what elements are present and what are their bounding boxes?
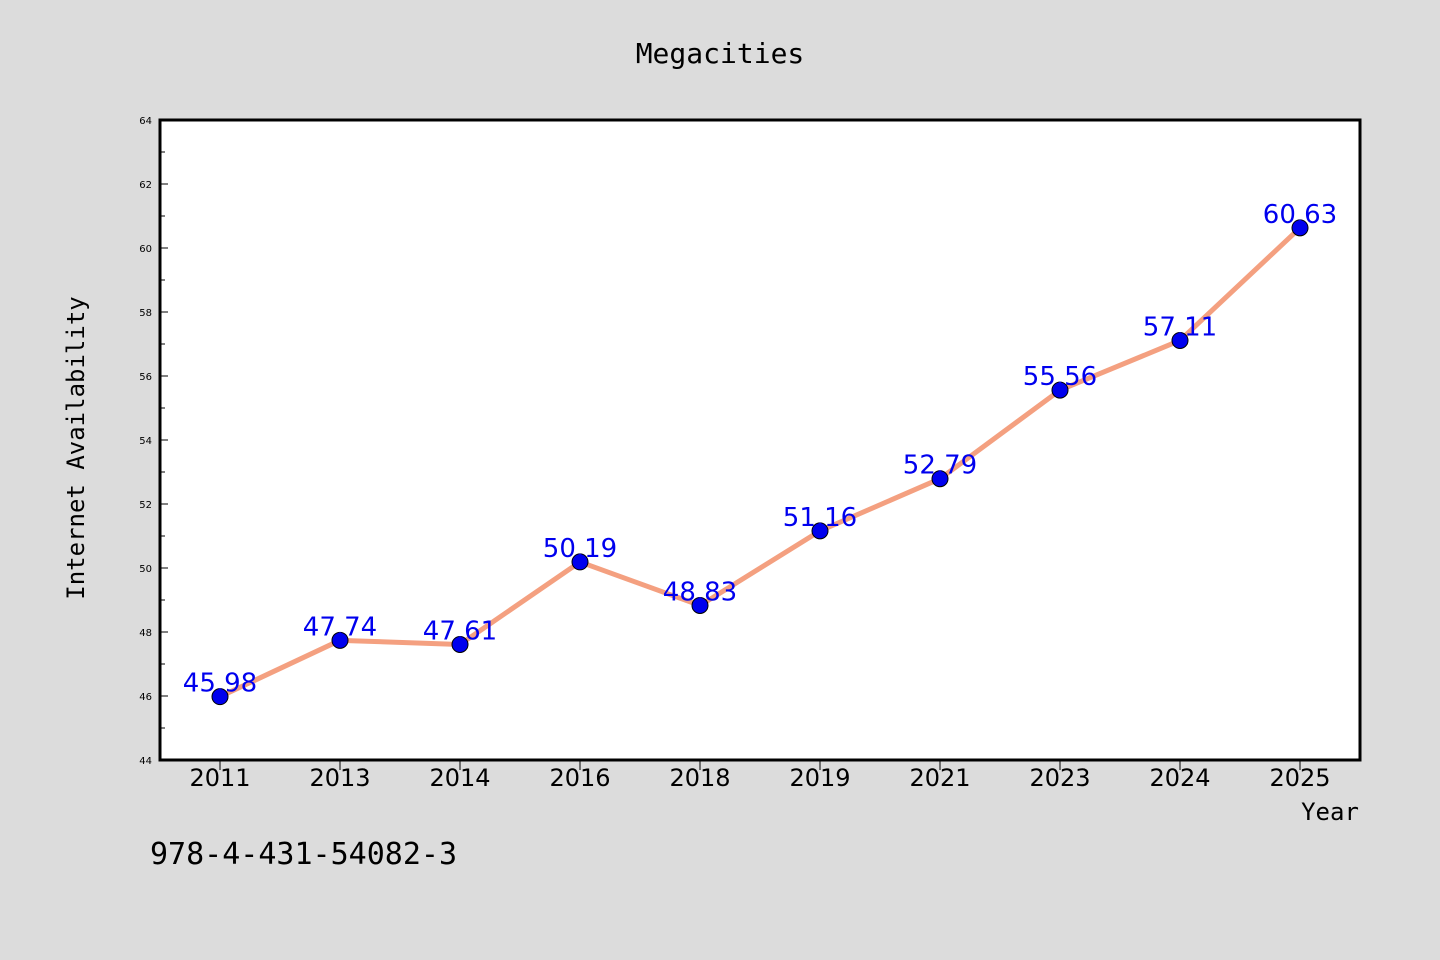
y-tick-label: 62 <box>139 180 152 191</box>
data-label: 50.19 <box>543 534 617 564</box>
y-tick-label: 44 <box>139 756 152 767</box>
y-tick-label: 46 <box>139 692 152 703</box>
data-label: 52.79 <box>903 451 977 481</box>
data-point <box>1051 381 1069 399</box>
isbn-text: 978-4-431-54082-3 <box>150 837 457 872</box>
y-tick-label: 60 <box>139 244 152 255</box>
data-point <box>331 631 349 649</box>
series-line <box>217 225 1303 700</box>
y-tick-label: 54 <box>139 436 152 447</box>
x-tick-label: 2014 <box>429 764 490 792</box>
x-axis: 2011 2013 2014 2016 2018 2019 2021 2023 2024 2025 <box>189 760 1331 792</box>
x-tick-label: 2018 <box>669 764 730 792</box>
plot-area <box>158 118 1362 762</box>
y-axis-label: Internet Availability <box>62 296 90 599</box>
x-tick-label: 2013 <box>309 764 370 792</box>
data-point <box>1171 331 1189 349</box>
y-tick-label: 56 <box>139 372 152 383</box>
data-label: 55.56 <box>1023 362 1097 392</box>
data-point <box>811 522 829 540</box>
x-tick-label: 2021 <box>909 764 970 792</box>
data-label: 48.83 <box>663 577 737 607</box>
x-tick-label: 2024 <box>1149 764 1210 792</box>
data-label: 51.16 <box>783 503 857 533</box>
data-label: 60.63 <box>1263 200 1337 230</box>
data-point <box>451 635 469 653</box>
y-tick-label: 58 <box>139 308 152 319</box>
x-axis-label: Year <box>1301 798 1359 826</box>
data-point <box>931 470 949 488</box>
x-tick-label: 2011 <box>189 764 250 792</box>
y-tick-label: 48 <box>139 628 152 639</box>
y-tick-label: 64 <box>139 116 152 127</box>
y-tick-label: 50 <box>139 564 152 575</box>
series-layer: 45.98 47.74 47.61 50.19 48.83 51.16 52.79 55.56… <box>183 200 1337 706</box>
y-axis: 44 46 48 50 52 54 56 58 60 62 64 <box>139 116 168 767</box>
x-tick-label: 2025 <box>1269 764 1330 792</box>
y-tick-label: 52 <box>139 500 152 511</box>
data-point <box>211 688 229 706</box>
chart-title: Megacities <box>636 37 805 70</box>
data-point <box>1291 219 1309 237</box>
x-tick-label: 2019 <box>789 764 850 792</box>
data-point <box>691 596 709 614</box>
data-label: 45.98 <box>183 669 257 699</box>
x-tick-label: 2023 <box>1029 764 1090 792</box>
data-point <box>571 553 589 571</box>
data-label: 57.11 <box>1143 312 1217 342</box>
data-label: 47.74 <box>303 612 377 642</box>
x-tick-label: 2016 <box>549 764 610 792</box>
data-label: 47.61 <box>423 616 497 646</box>
